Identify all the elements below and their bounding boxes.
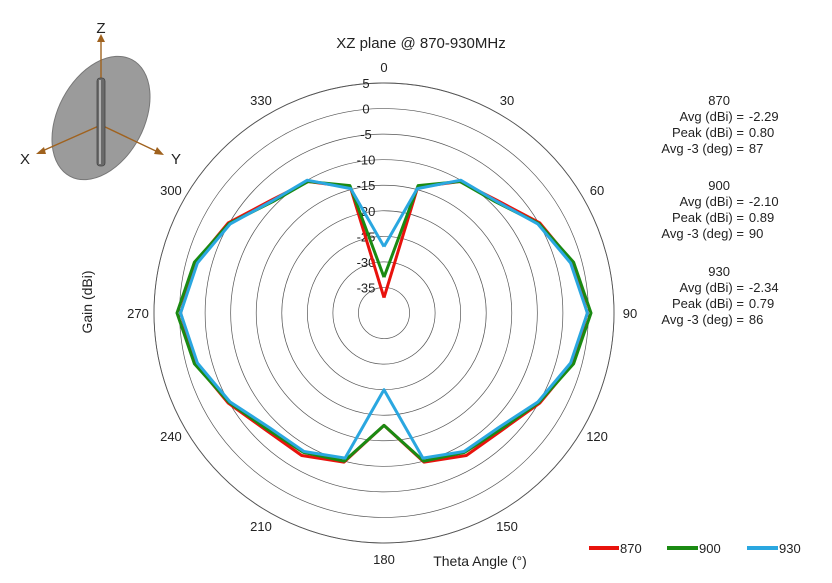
grid-circle	[153, 82, 615, 544]
grid-circle	[281, 210, 487, 416]
grid-circle	[230, 159, 538, 467]
peak-value: 0.80	[748, 125, 775, 140]
radial-tick-label: -10	[357, 153, 376, 168]
x-axis-label: Theta Angle (°)	[433, 553, 527, 569]
radial-tick-label: -15	[357, 178, 376, 193]
grid-circle	[179, 108, 589, 518]
avg-value: -2.29	[748, 109, 779, 124]
series-layer	[175, 178, 593, 464]
radial-tick-label: 5	[362, 76, 369, 91]
angle-tick-label: 240	[160, 429, 182, 444]
angle-tick-label: 30	[500, 93, 514, 108]
legend-label-900: 900	[699, 541, 721, 556]
legend-item-900: 900	[667, 541, 721, 556]
angle-tick-label: 0	[380, 60, 387, 75]
legend-item-870: 870	[589, 541, 642, 556]
stats-block-900: 900 Avg (dBi) = -2.10 Peak (dBi) = 0.89 Av…	[640, 178, 780, 242]
grid-circle	[358, 287, 410, 339]
beamwidth-value: 87	[748, 141, 764, 156]
grid-outer-circle	[153, 82, 615, 544]
beamwidth-value: 86	[748, 312, 764, 327]
peak-label: Peak (dBi) =	[672, 296, 744, 311]
axis-z-label: Z	[96, 20, 105, 37]
grid-circle	[332, 261, 436, 365]
avg-value: -2.10	[748, 194, 779, 209]
y-axis-label: Gain (dBi)	[79, 270, 95, 333]
peak-value: 0.89	[748, 210, 775, 225]
avg-label: Avg (dBi) =	[679, 109, 744, 124]
avg-label: Avg (dBi) =	[679, 280, 744, 295]
series-line-870	[179, 180, 589, 464]
chart-title: XZ plane @ 870-930MHz	[336, 35, 505, 52]
radial-tick-label: -35	[357, 280, 376, 295]
stats-block-870: 870 Avg (dBi) = -2.29 Peak (dBi) = 0.80 Av…	[640, 93, 780, 157]
angle-tick-label: 300	[160, 183, 182, 198]
grid-circle	[255, 184, 513, 442]
avg-label: Avg (dBi) =	[679, 194, 744, 209]
radial-tick-label: -5	[360, 127, 372, 142]
angle-tick-label: 270	[127, 306, 149, 321]
series-line-900	[175, 180, 593, 463]
axis-x-label: X	[20, 151, 30, 168]
stats-freq: 930	[708, 264, 730, 279]
grid-circle	[306, 235, 462, 391]
radial-tick-label: 0	[362, 102, 369, 117]
legend-item-930: 930	[747, 541, 801, 556]
legend: 870 900 930	[589, 541, 801, 556]
stats-freq: 870	[708, 93, 730, 108]
polar-grid	[153, 82, 615, 544]
avg-value: -2.34	[748, 280, 779, 295]
series-line-930	[179, 178, 589, 460]
antenna-orientation-diagram: Z X Y	[20, 20, 181, 181]
beamwidth-label: Avg -3 (deg) =	[661, 141, 744, 156]
grid-circle	[204, 133, 564, 493]
angle-tick-label: 330	[250, 93, 272, 108]
angle-tick-label: 60	[590, 183, 604, 198]
legend-label-930: 930	[779, 541, 801, 556]
angle-tick-label: 150	[496, 519, 518, 534]
angle-tick-label: 180	[373, 552, 395, 567]
peak-value: 0.79	[748, 296, 775, 311]
stats-freq: 900	[708, 178, 730, 193]
beamwidth-label: Avg -3 (deg) =	[661, 312, 744, 327]
peak-label: Peak (dBi) =	[672, 210, 744, 225]
legend-label-870: 870	[620, 541, 642, 556]
beamwidth-value: 90	[748, 226, 764, 241]
angle-tick-label: 90	[623, 306, 637, 321]
axis-y-label: Y	[171, 151, 181, 168]
angle-tick-label: 210	[250, 519, 272, 534]
stats-block-930: 930 Avg (dBi) = -2.34 Peak (dBi) = 0.79 Av…	[640, 264, 780, 328]
angle-tick-labels: 0 30 60 90 120 150 180 210 240 270 300 330	[127, 60, 637, 567]
angle-tick-label: 120	[586, 429, 608, 444]
beamwidth-label: Avg -3 (deg) =	[661, 226, 744, 241]
peak-label: Peak (dBi) =	[672, 125, 744, 140]
